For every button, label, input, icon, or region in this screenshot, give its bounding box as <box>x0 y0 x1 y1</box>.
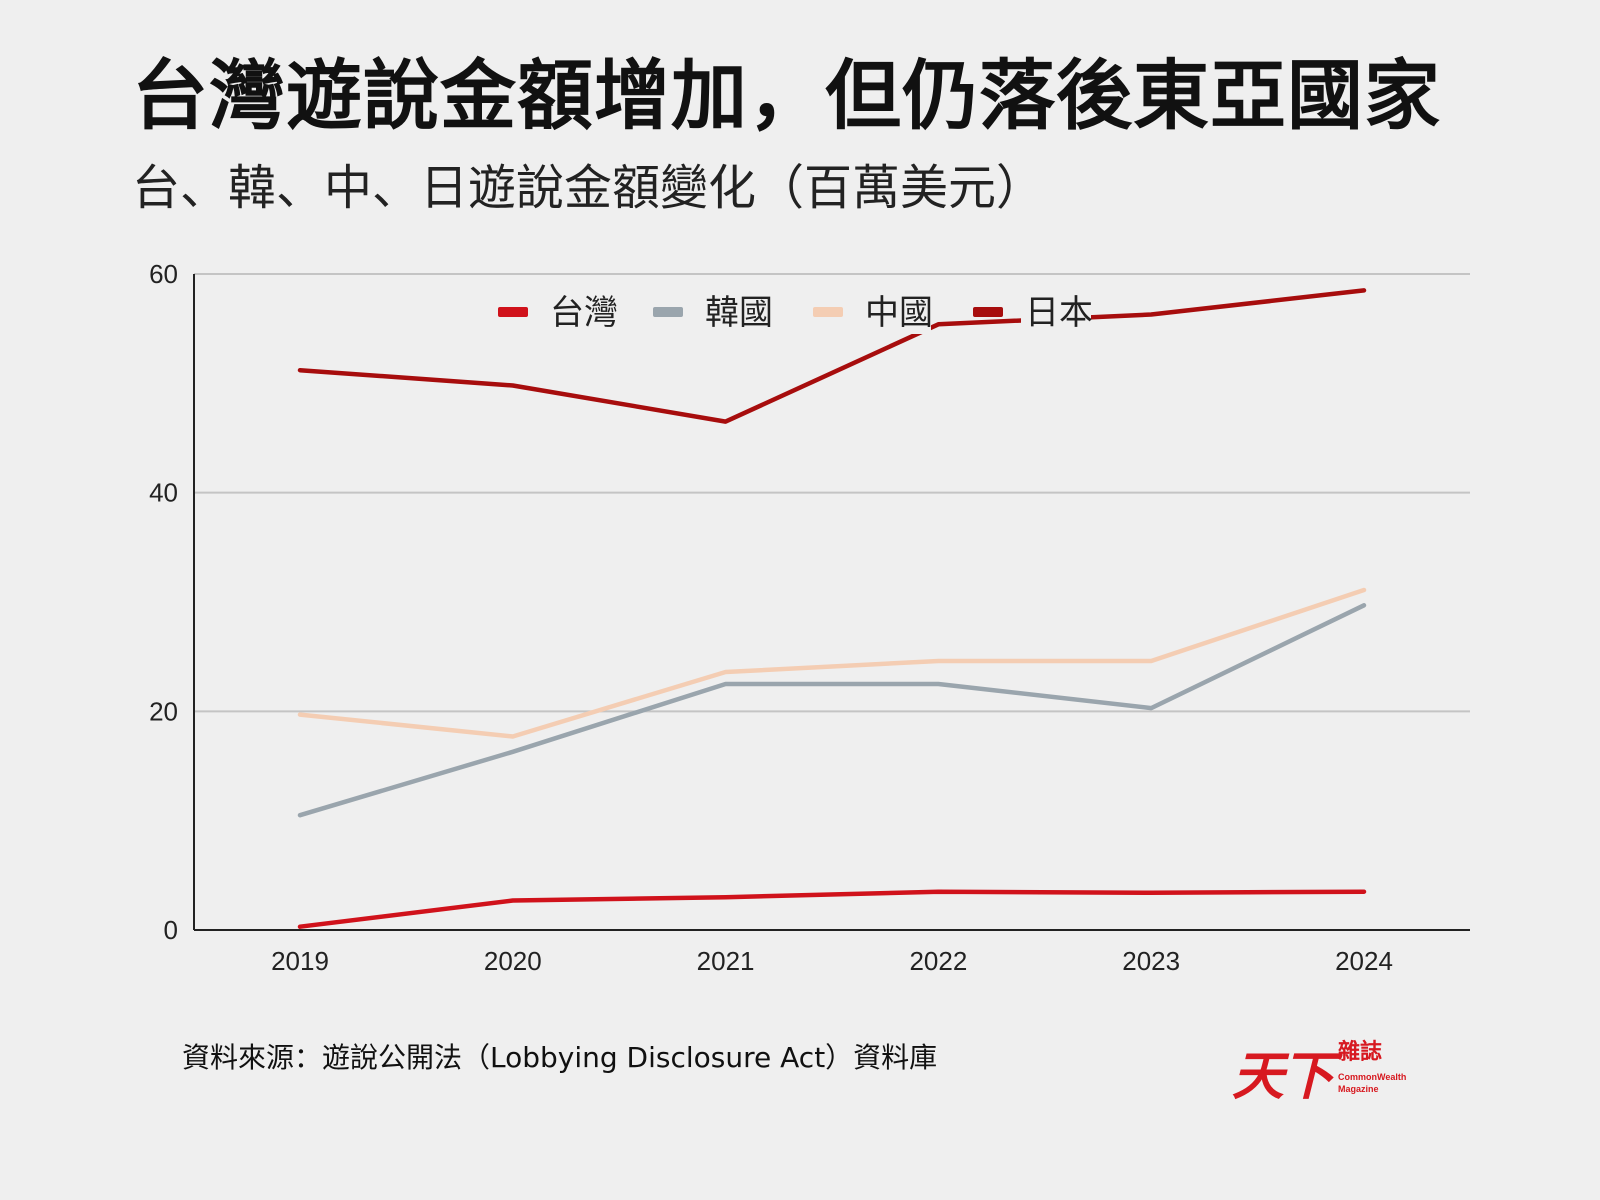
legend-label-bg <box>546 290 616 334</box>
source-note: 資料來源：遊說公開法（Lobbying Disclosure Act）資料庫 <box>182 1041 938 1074</box>
legend-label-bg <box>861 290 931 334</box>
logo-mark: 天下 <box>1232 1046 1334 1107</box>
series-line-4 <box>297 288 1367 424</box>
legend-swatch <box>973 307 1003 317</box>
legend-label: 日本 <box>1025 293 1093 333</box>
logo-name-zh: 雜誌 <box>1338 1039 1383 1065</box>
x-tick-label: 2023 <box>1122 946 1180 976</box>
gridlines <box>194 273 1470 713</box>
logo-name-en-1: CommonWealth <box>1338 1072 1407 1082</box>
series-lines <box>297 288 1367 929</box>
x-tick-label: 2024 <box>1335 946 1393 976</box>
y-tick-label: 0 <box>164 915 178 945</box>
series-line-3 <box>297 587 1367 739</box>
y-tick-label: 60 <box>149 259 178 289</box>
chart-title: 台灣遊說金額增加，但仍落後東亞國家 <box>132 51 1441 140</box>
y-tick-label: 40 <box>149 478 178 508</box>
x-axis-ticks: 2019 2020 2021 2022 2023 2024 <box>271 946 1393 976</box>
axes <box>193 274 1470 931</box>
logo-name-en-2: Magazine <box>1338 1084 1379 1094</box>
line-chart: 0 20 40 60 2019 2020 2021 2022 2023 2024 台灣 韓國 中國 日… <box>149 259 1470 976</box>
legend-label: 中國 <box>865 293 933 333</box>
y-tick-label: 20 <box>149 696 178 726</box>
series-line-2 <box>297 603 1367 818</box>
legend: 台灣 韓國 中國 日本 <box>498 290 1093 334</box>
chart-subtitle: 台、韓、中、日遊說金額變化（百萬美元） <box>132 160 1045 216</box>
x-tick-label: 2020 <box>484 946 542 976</box>
legend-label: 台灣 <box>550 293 618 333</box>
commonwealth-magazine-logo: 天下 雜誌 CommonWealth Magazine <box>1232 1034 1432 1107</box>
series-line-1 <box>297 889 1367 929</box>
legend-label-bg <box>701 290 771 334</box>
x-tick-label: 2022 <box>909 946 967 976</box>
y-axis-ticks: 0 20 40 60 <box>149 259 178 945</box>
legend-swatch <box>813 307 843 317</box>
x-tick-label: 2019 <box>271 946 329 976</box>
x-tick-label: 2021 <box>697 946 755 976</box>
legend-swatch <box>498 307 528 317</box>
legend-swatch <box>653 307 683 317</box>
legend-label: 韓國 <box>705 293 773 333</box>
legend-label-bg <box>1021 290 1091 334</box>
